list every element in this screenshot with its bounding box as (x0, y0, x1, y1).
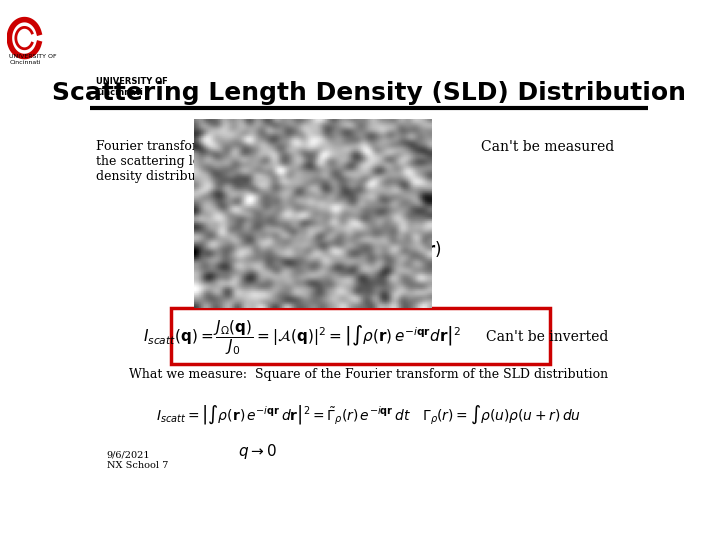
Text: UNIVERSITY OF
Cincinnati: UNIVERSITY OF Cincinnati (96, 77, 167, 97)
Text: $q \rightarrow 0$: $q \rightarrow 0$ (238, 442, 277, 461)
Text: $\rho(\mathbf{r})$: $\rho(\mathbf{r})$ (409, 239, 441, 261)
Text: Can't be inverted: Can't be inverted (487, 330, 608, 344)
Text: $I_{scatt}(\mathbf{q}) = \dfrac{J_{\Omega}(\mathbf{q})}{J_0} = |\mathcal{A}(\mat: $I_{scatt}(\mathbf{q}) = \dfrac{J_{\Omeg… (143, 318, 462, 356)
Text: Can't be measured: Can't be measured (481, 140, 614, 154)
Text: What we measure:  Square of the Fourier transform of the SLD distribution: What we measure: Square of the Fourier t… (130, 368, 608, 381)
Text: $\dfrac{\mathcal{A}(\mathbf{q})}{\mathcal{A}_0} = \int \rho(\mathbf{r})e^{-i\mat: $\dfrac{\mathcal{A}(\mathbf{q})}{\mathca… (240, 131, 431, 174)
Text: Scattering Length Density (SLD) Distribution: Scattering Length Density (SLD) Distribu… (52, 82, 686, 105)
Text: UNIVERSITY OF
Cincinnati: UNIVERSITY OF Cincinnati (9, 54, 57, 65)
Text: 9/6/2021
NX School 7: 9/6/2021 NX School 7 (107, 450, 168, 469)
FancyBboxPatch shape (171, 308, 550, 364)
Text: Fourier transform of
the scattering length
density distribution: Fourier transform of the scattering leng… (96, 140, 229, 183)
Text: $I_{scatt} = \left|\int \rho(\mathbf{r})\,e^{-i\mathbf{q}\mathbf{r}}\,d\mathbf{r: $I_{scatt} = \left|\int \rho(\mathbf{r})… (156, 403, 582, 426)
